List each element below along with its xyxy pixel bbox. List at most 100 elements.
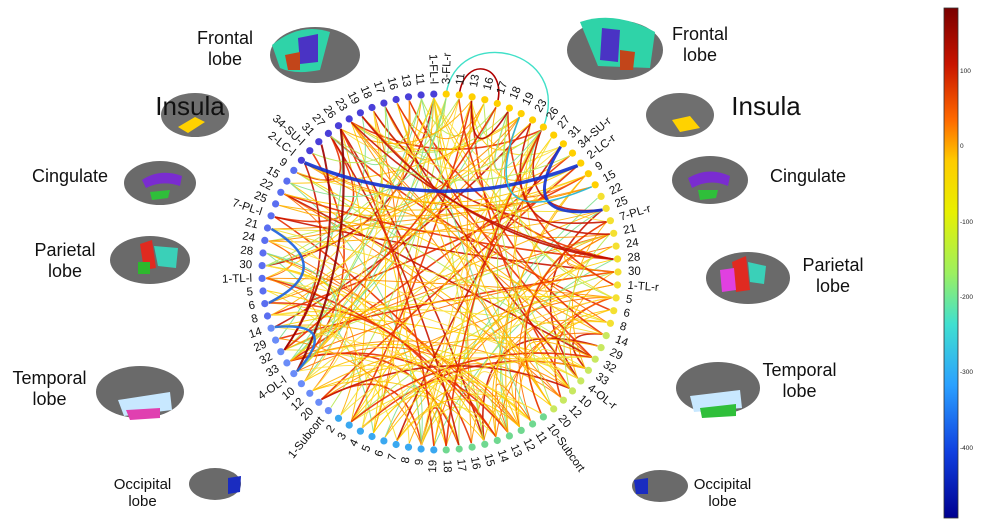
node-dot — [456, 445, 463, 452]
node-label-right: 15 — [481, 452, 496, 467]
node-label-right: 9 — [593, 160, 605, 174]
node-label-left: 11 — [413, 73, 426, 86]
node-dot — [277, 348, 284, 355]
colorbar-tick-label: -100 — [960, 219, 973, 226]
node-label-right: 3-FL-r — [441, 52, 454, 84]
node-dot — [380, 437, 387, 444]
node-label-left: 7 — [386, 453, 399, 462]
node-dot — [598, 193, 605, 200]
node-dot — [469, 93, 476, 100]
colorbar: 1000-100-200-300-400 — [944, 8, 973, 518]
node-label-left: 1-FL-l — [426, 54, 439, 84]
node-dot — [298, 157, 305, 164]
node-dot — [272, 337, 279, 344]
node-dot — [315, 138, 322, 145]
node-label-right: 8 — [618, 320, 628, 333]
node-label-left: 28 — [240, 245, 254, 258]
label-temporal-right: Temporal lobe — [752, 360, 847, 401]
node-dot — [569, 387, 576, 394]
node-dot — [518, 427, 525, 434]
node-dot — [506, 105, 513, 112]
node-dot — [614, 268, 621, 275]
node-label-left: 9 — [413, 458, 426, 466]
node-dot — [298, 380, 305, 387]
node-label-left: 13 — [398, 73, 412, 88]
node-label-left: 16 — [385, 76, 400, 91]
colorbar-tick-label: 100 — [960, 68, 971, 75]
node-dot — [456, 91, 463, 98]
node-dot — [259, 249, 266, 256]
node-dot — [346, 422, 353, 429]
label-occipital-right: Occipital lobe — [675, 476, 770, 511]
node-dot — [357, 109, 364, 116]
node-dot — [529, 420, 536, 427]
node-dot — [610, 230, 617, 237]
node-dot — [368, 104, 375, 111]
label-frontal-right: Frontal lobe — [655, 24, 745, 65]
node-label-left: 8 — [400, 456, 413, 464]
node-label-left: 19 — [427, 460, 439, 473]
colorbar-tick-label: 0 — [960, 143, 964, 150]
node-label-right: 16 — [482, 76, 497, 91]
node-dot — [325, 407, 332, 414]
node-dot — [569, 150, 576, 157]
label-frontal-left: Frontal lobe — [180, 28, 270, 69]
label-insula-right: Insula — [726, 92, 806, 122]
node-dot — [598, 344, 605, 351]
node-dot — [481, 96, 488, 103]
node-dot — [443, 91, 450, 98]
node-dot — [264, 312, 271, 319]
node-dot — [380, 100, 387, 107]
node-label-right: 14 — [495, 448, 511, 465]
brain-cingulate-left — [124, 161, 196, 205]
node-label-left: 9 — [277, 156, 289, 170]
node-dot — [610, 307, 617, 314]
connection-chord — [341, 101, 472, 144]
node-label-right: 25 — [613, 195, 629, 211]
node-dot — [368, 433, 375, 440]
node-dot — [261, 300, 268, 307]
node-label-left: 4 — [348, 437, 362, 449]
brain-insula-right — [646, 93, 714, 137]
node-dot — [540, 124, 547, 131]
node-dot — [585, 170, 592, 177]
label-temporal-left: Temporal lobe — [2, 368, 97, 409]
node-label-right: 28 — [627, 251, 641, 264]
node-dot — [405, 444, 412, 451]
node-label-right: 24 — [625, 237, 640, 251]
node-dot — [577, 377, 584, 384]
node-dot — [393, 96, 400, 103]
node-dot — [613, 294, 620, 301]
node-dot — [418, 445, 425, 452]
node-dot — [529, 116, 536, 123]
node-dot — [592, 181, 599, 188]
label-parietal-right: Parietal lobe — [788, 255, 878, 296]
node-dot — [393, 441, 400, 448]
node-label-right: 13 — [508, 443, 524, 459]
node-dot — [550, 132, 557, 139]
brain-temporal-left — [96, 366, 184, 420]
node-label-left: 8 — [250, 313, 259, 326]
node-dot — [277, 189, 284, 196]
node-dot — [268, 212, 275, 219]
node-label-right: 21 — [622, 222, 637, 237]
node-label-right: 13 — [468, 73, 482, 88]
colorbar-gradient — [944, 8, 958, 518]
node-dot — [418, 91, 425, 98]
node-dot — [560, 140, 567, 147]
node-dot — [264, 224, 271, 231]
node-dot — [518, 110, 525, 117]
node-dot — [272, 200, 279, 207]
node-dot — [494, 437, 501, 444]
node-label-left: 21 — [244, 217, 259, 232]
node-label-left: 5 — [360, 443, 374, 454]
brain-cingulate-right — [672, 156, 748, 204]
node-dot — [335, 415, 342, 422]
node-dot — [405, 93, 412, 100]
node-dot — [494, 100, 501, 107]
node-dot — [261, 237, 268, 244]
brain-temporal-right — [676, 362, 760, 418]
node-dot — [357, 428, 364, 435]
node-label-right: 4-OL-r — [585, 382, 619, 412]
connection-chord — [397, 399, 519, 441]
